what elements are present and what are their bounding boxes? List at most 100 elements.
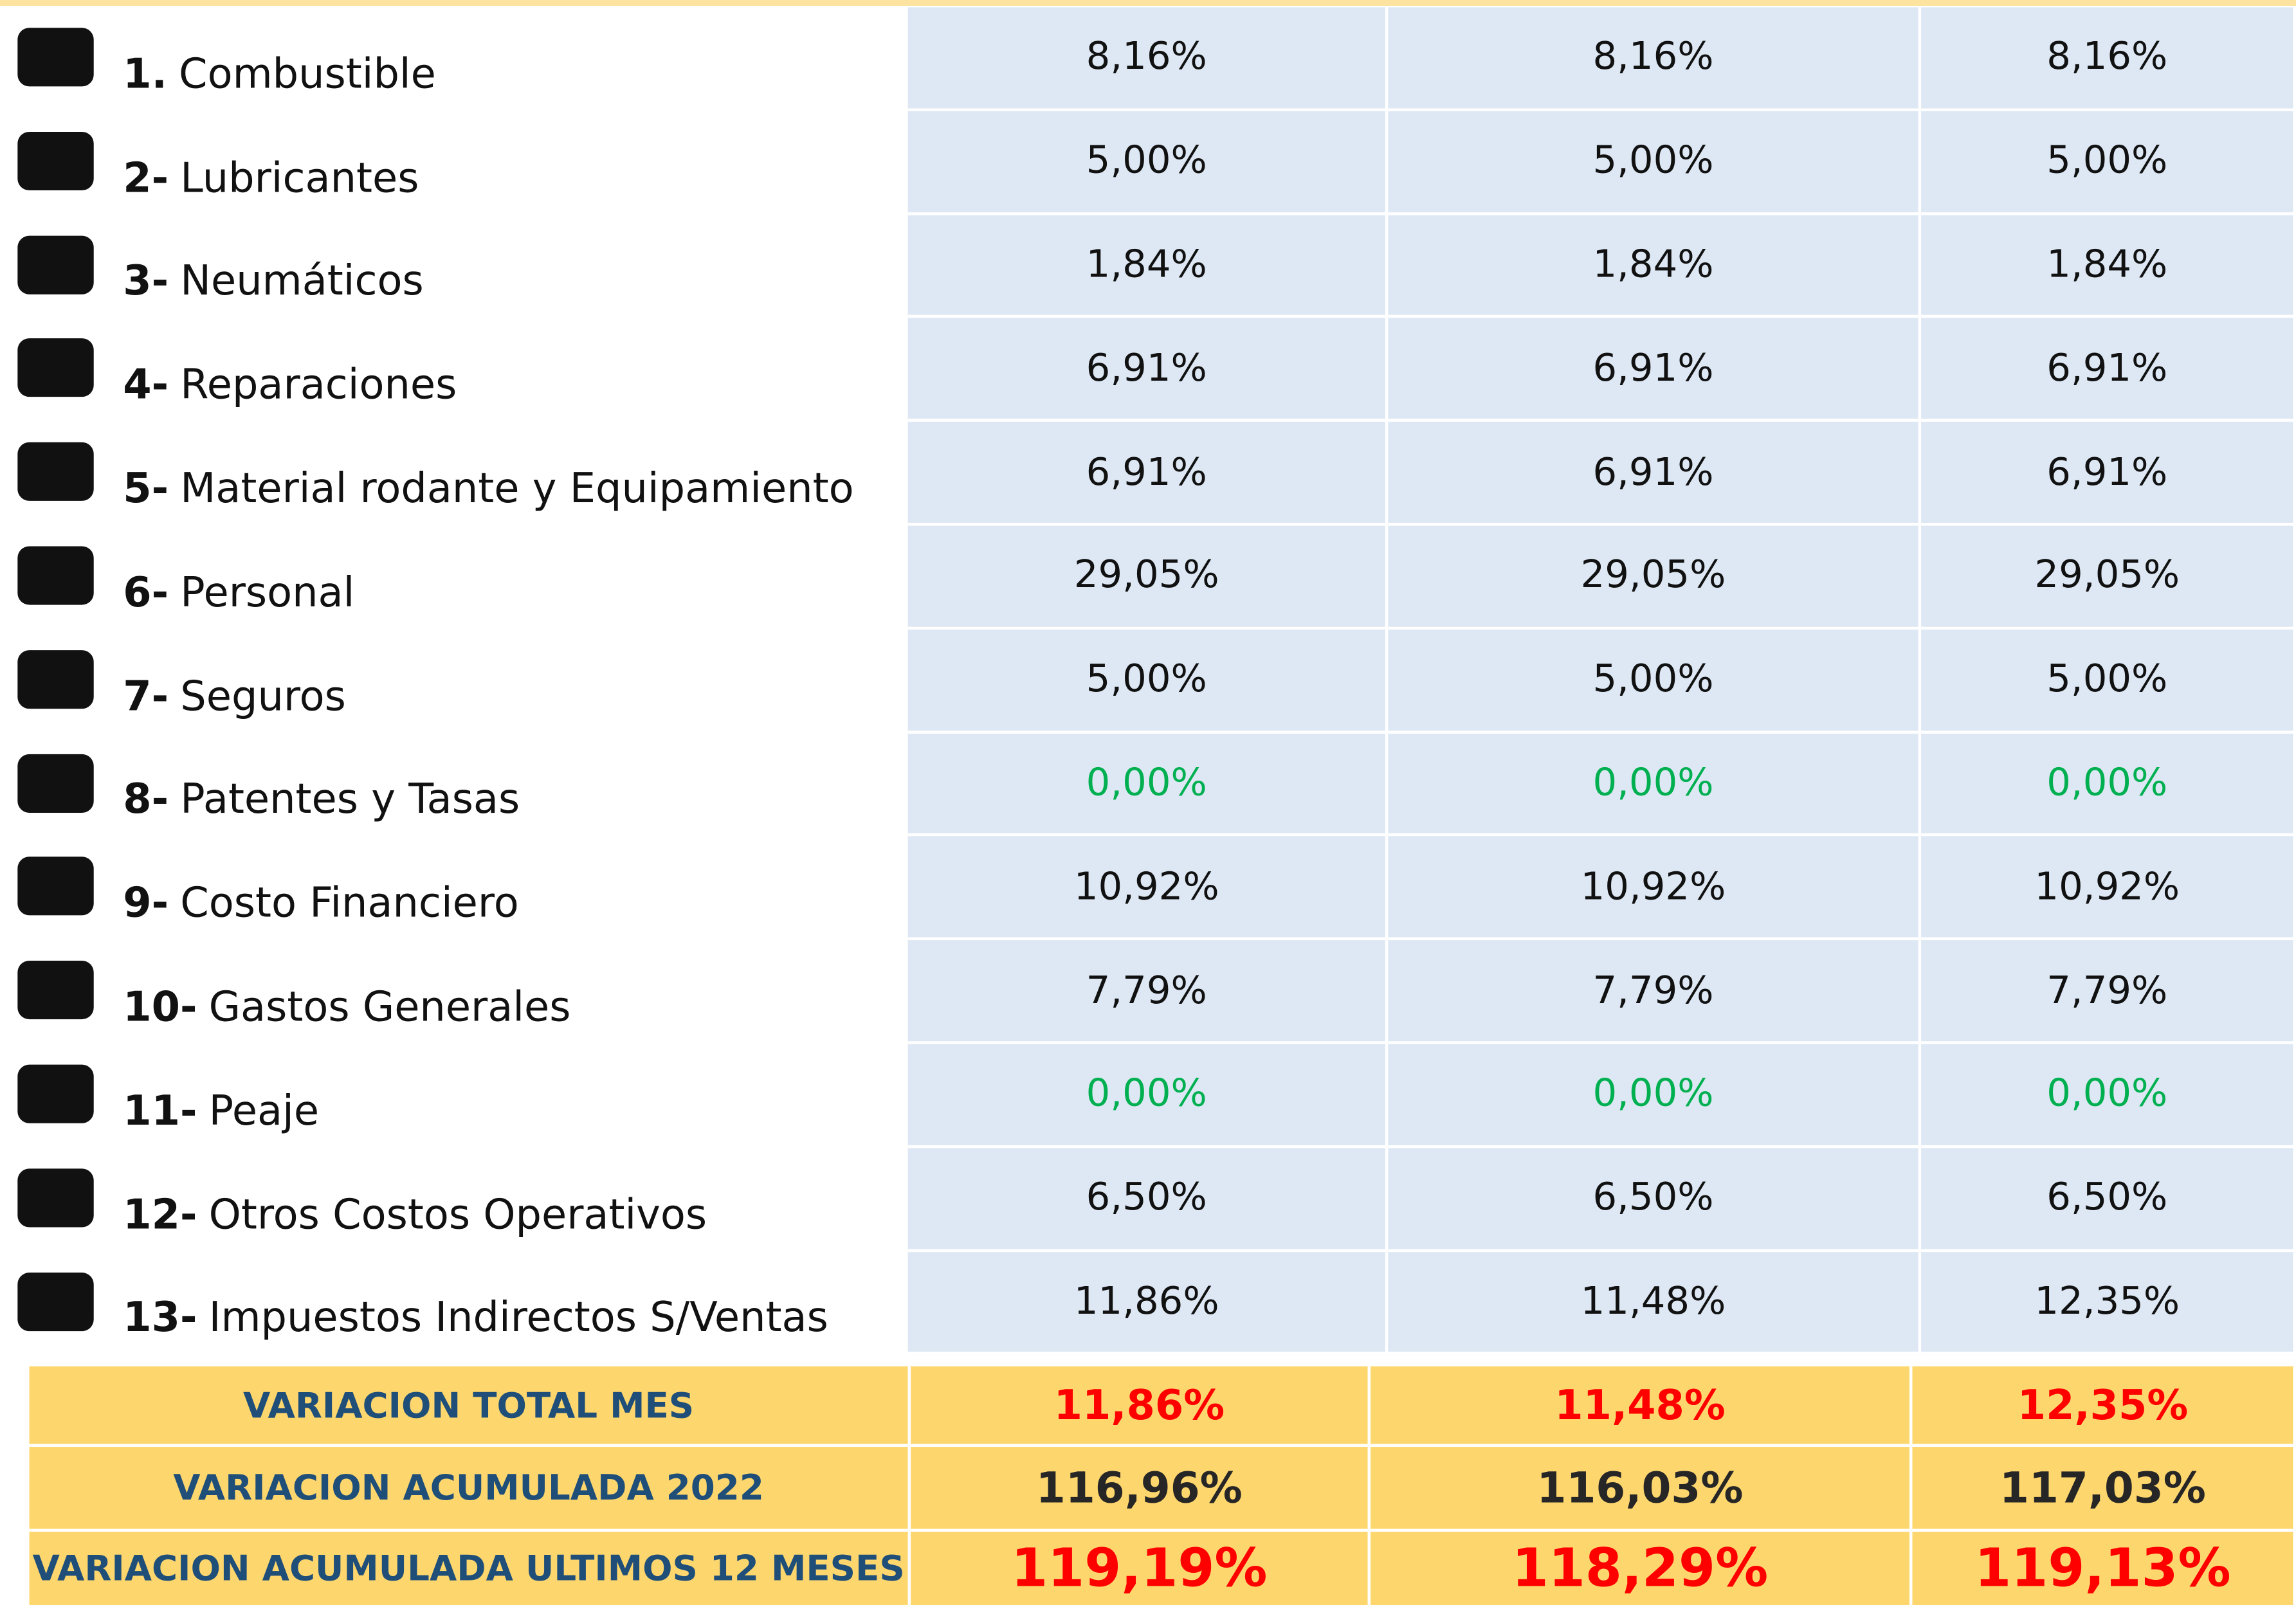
row-number: 10- xyxy=(123,983,197,1031)
row-number: 9- xyxy=(123,879,169,928)
summary-label: VARIACION ACUMULADA ULTIMOS 12 MESES xyxy=(29,1532,911,1605)
summary-value: 11,48% xyxy=(1371,1366,1913,1447)
summary-value: 119,19% xyxy=(911,1532,1371,1605)
row-label: 13- Impuestos Indirectos S/Ventas xyxy=(123,1266,828,1370)
row-icon xyxy=(17,546,94,605)
value-cell: 7,79% xyxy=(907,940,1389,1044)
row-number: 12- xyxy=(123,1190,197,1238)
row-icon xyxy=(17,1272,94,1331)
value-cell: 0,00% xyxy=(907,733,1389,837)
row-name: Lubricantes xyxy=(180,153,419,202)
row-name: Peaje xyxy=(208,1086,320,1135)
value-cell: 10,92% xyxy=(907,837,1389,941)
row-name: Reparaciones xyxy=(180,360,457,410)
value-cell: 8,16% xyxy=(907,7,1389,111)
row-label: 10- Gastos Generales xyxy=(123,955,570,1058)
summary-value: 119,13% xyxy=(1912,1532,2296,1605)
value-cell: 5,00% xyxy=(907,629,1389,734)
row-number: 8- xyxy=(123,775,169,824)
row-label: 6- Personal xyxy=(123,540,354,644)
row-number: 4- xyxy=(123,360,169,410)
value-cell: 5,00% xyxy=(1388,111,1922,215)
row-icon xyxy=(17,338,94,398)
row-label: 5- Material rodante y Equipamiento xyxy=(123,437,853,540)
value-cell: 8,16% xyxy=(1388,7,1922,111)
value-cell: 10,92% xyxy=(1921,837,2296,941)
summary-value: 11,86% xyxy=(911,1366,1371,1447)
row-name: Material rodante y Equipamiento xyxy=(180,464,854,513)
row-number: 13- xyxy=(123,1294,197,1343)
row-icon xyxy=(17,1064,94,1123)
row-label: 11- Peaje xyxy=(123,1059,319,1163)
value-cell: 6,50% xyxy=(1388,1148,1922,1252)
row-label: 1. Combustible xyxy=(123,22,436,125)
row-number: 1. xyxy=(123,50,167,98)
summary-value: 116,03% xyxy=(1371,1447,1913,1532)
row-number: 2- xyxy=(123,153,169,202)
value-cell: 5,00% xyxy=(1921,111,2296,215)
value-cell: 0,00% xyxy=(1921,1044,2296,1148)
row-icon xyxy=(17,1168,94,1227)
value-cell: 29,05% xyxy=(1921,525,2296,630)
value-cell: 29,05% xyxy=(907,525,1389,630)
row-label: 4- Reparaciones xyxy=(123,333,457,437)
row-label: 3- Neumáticos xyxy=(123,230,424,333)
row-name: Otros Costos Operativos xyxy=(208,1190,707,1238)
value-cell: 6,50% xyxy=(907,1148,1389,1252)
row-name: Patentes y Tasas xyxy=(180,775,520,824)
row-icon xyxy=(17,131,94,190)
row-number: 7- xyxy=(123,671,169,720)
row-label: 8- Patentes y Tasas xyxy=(123,748,520,851)
row-label: 7- Seguros xyxy=(123,644,346,748)
row-name: Impuestos Indirectos S/Ventas xyxy=(208,1294,828,1343)
row-name: Seguros xyxy=(180,671,346,720)
value-cell: 1,84% xyxy=(1388,214,1922,319)
row-icon xyxy=(17,649,94,709)
value-cell: 7,79% xyxy=(1388,940,1922,1044)
value-cell: 6,91% xyxy=(1388,422,1922,526)
value-cell: 6,50% xyxy=(1921,1148,2296,1252)
row-name: Combustible xyxy=(179,50,436,98)
value-cell: 12,35% xyxy=(1921,1251,2296,1356)
row-name: Personal xyxy=(180,568,355,617)
summary-value: 117,03% xyxy=(1912,1447,2296,1532)
value-cell: 6,91% xyxy=(907,318,1389,422)
value-cell: 6,91% xyxy=(1921,422,2296,526)
value-cell: 5,00% xyxy=(1921,629,2296,734)
row-icon xyxy=(17,28,94,87)
value-cell: 1,84% xyxy=(1921,214,2296,319)
value-cell: 6,91% xyxy=(1388,318,1922,422)
row-label: 2- Lubricantes xyxy=(123,125,419,229)
summary-value: 12,35% xyxy=(1912,1366,2296,1447)
summary-value: 116,96% xyxy=(911,1447,1371,1532)
value-cell: 0,00% xyxy=(1921,733,2296,837)
row-name: Gastos Generales xyxy=(208,983,571,1031)
value-cell: 6,91% xyxy=(907,422,1389,526)
row-label: 9- Costo Financiero xyxy=(123,851,518,955)
value-cell: 11,48% xyxy=(1388,1251,1922,1356)
row-number: 11- xyxy=(123,1086,197,1135)
value-cell: 6,91% xyxy=(1921,318,2296,422)
value-cell: 0,00% xyxy=(1388,1044,1922,1148)
row-number: 5- xyxy=(123,464,169,513)
value-cell: 5,00% xyxy=(907,111,1389,215)
row-number: 3- xyxy=(123,257,169,305)
value-cell: 1,84% xyxy=(907,214,1389,319)
value-cell: 8,16% xyxy=(1921,7,2296,111)
row-icon xyxy=(17,857,94,916)
value-cell: 0,00% xyxy=(907,1044,1389,1148)
value-cell: 7,79% xyxy=(1921,940,2296,1044)
row-number: 6- xyxy=(123,568,169,617)
row-icon xyxy=(17,442,94,502)
value-cell: 5,00% xyxy=(1388,629,1922,734)
row-label: 12- Otros Costos Operativos xyxy=(123,1163,707,1266)
row-icon xyxy=(17,753,94,813)
summary-label: VARIACION ACUMULADA 2022 xyxy=(29,1447,911,1532)
summary-value: 118,29% xyxy=(1371,1532,1913,1605)
row-name: Costo Financiero xyxy=(180,879,519,928)
value-cell: 10,92% xyxy=(1388,837,1922,941)
row-icon xyxy=(17,961,94,1020)
summary-label: VARIACION TOTAL MES xyxy=(29,1366,911,1447)
